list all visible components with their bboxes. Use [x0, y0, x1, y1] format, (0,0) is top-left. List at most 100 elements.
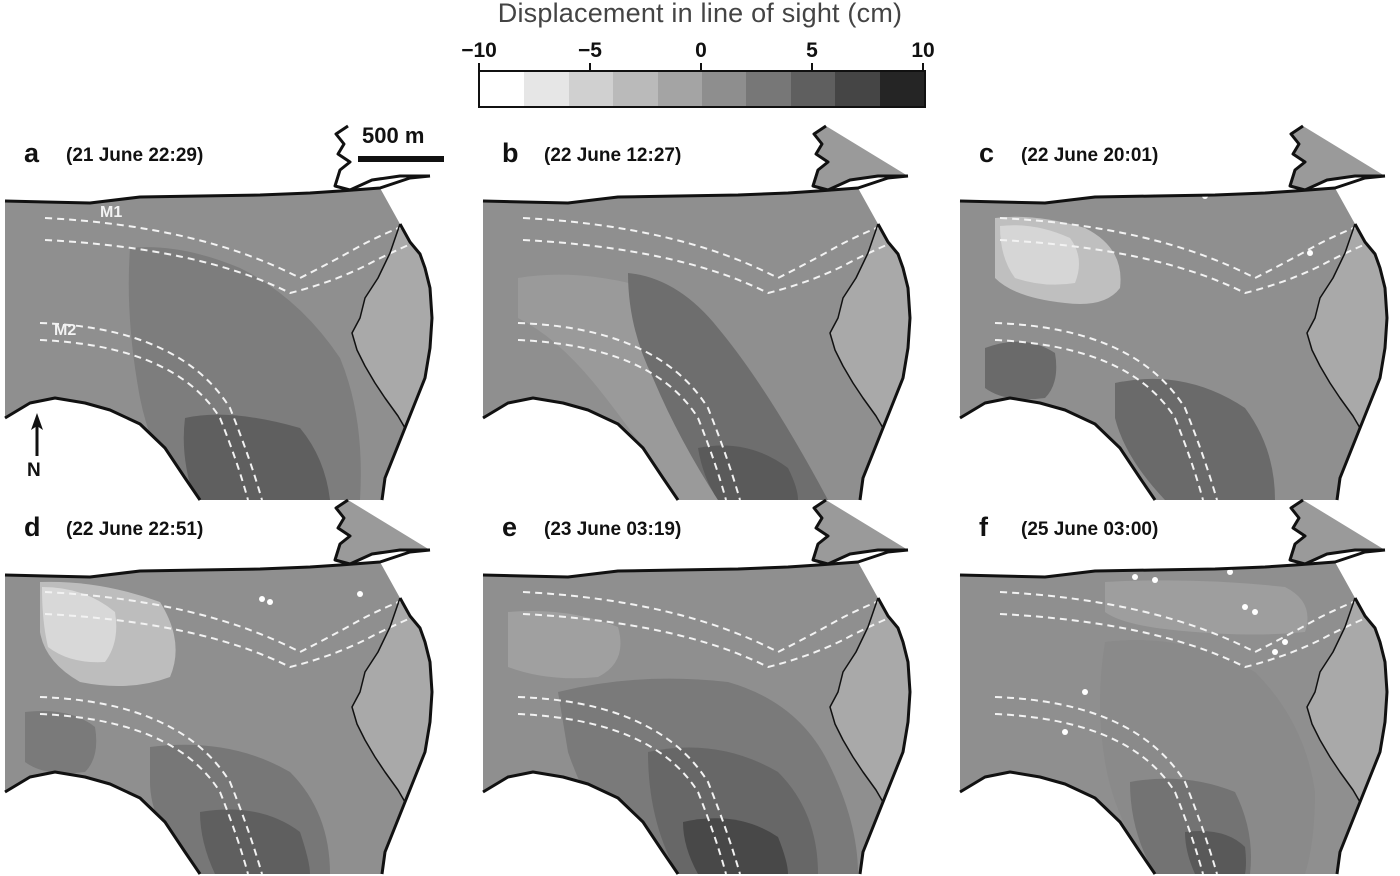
moraine-line — [517, 322, 741, 500]
no-data-spot — [1372, 235, 1378, 241]
moraine-line — [522, 609, 909, 669]
no-data-spot — [1082, 689, 1088, 695]
panel-letter: e — [502, 512, 518, 542]
north-arrow-label: N — [27, 460, 41, 481]
colorbar-tick-mark — [589, 63, 591, 71]
coastline — [4, 548, 431, 579]
colorbar-bin — [568, 72, 614, 106]
coastline — [380, 223, 434, 501]
panel-letter: f — [979, 512, 988, 542]
colorbar-tick-mark — [922, 63, 924, 71]
panel-letter: c — [979, 138, 995, 168]
colorbar-tick-mark — [478, 63, 480, 71]
moraine-label-m1: M1 — [100, 204, 123, 221]
moraine-line — [522, 589, 909, 654]
displacement-map — [482, 498, 912, 875]
moraine-line — [999, 609, 1386, 669]
displacement-region — [628, 273, 828, 500]
map-panel-a: a (21 June 22:29) 500 m N M1 M2 — [0, 118, 460, 501]
north-arrow-icon — [31, 413, 43, 430]
moraine-line — [994, 696, 1218, 874]
displacement-map — [4, 124, 444, 501]
coastline — [959, 770, 1157, 875]
coastline — [858, 597, 912, 875]
moraine-line — [39, 696, 263, 874]
map-panel-e: e (23 June 03:19) — [478, 492, 938, 875]
no-data-spot — [259, 596, 265, 602]
colorbar-bin — [879, 72, 925, 106]
moraine-line — [994, 339, 1204, 500]
colorbar-title: Displacement in line of sight (cm) — [497, 0, 903, 28]
fjord-outline — [333, 498, 430, 566]
displacement-region — [25, 711, 97, 774]
colorbar-bin — [746, 72, 791, 106]
colorbar-tick-label: 10 — [911, 39, 935, 62]
coastline — [1335, 597, 1389, 875]
map-panel-f: f (25 June 03:00) — [955, 492, 1400, 875]
map-panel-c: c (22 June 20:01) — [955, 118, 1400, 501]
coastline — [4, 174, 431, 205]
coastline — [482, 396, 680, 501]
moraine-line — [522, 215, 909, 280]
coastline — [380, 597, 434, 875]
colorbar-tick-mark — [811, 63, 813, 71]
moraine-line — [517, 339, 727, 500]
no-data-spot — [1252, 609, 1258, 615]
fjord-outline — [333, 124, 430, 192]
displacement-region — [1115, 378, 1275, 500]
no-data-spot — [267, 599, 273, 605]
no-data-spot — [357, 591, 363, 597]
colorbar-bin — [657, 72, 703, 106]
panel-letter: a — [24, 138, 40, 168]
coastline — [482, 548, 909, 579]
colorbar-tick-mark — [700, 63, 702, 71]
coastline — [351, 223, 406, 429]
no-data-spot — [1062, 729, 1068, 735]
moraine-line — [44, 235, 431, 295]
moraine-line — [517, 713, 727, 874]
fjord-outline — [1288, 498, 1385, 566]
coastline — [829, 223, 884, 429]
fjord-outline — [811, 124, 908, 192]
panel-letter: b — [502, 138, 519, 168]
colorbar-bin — [835, 72, 880, 106]
displacement-region — [200, 809, 310, 874]
displacement-map — [4, 498, 434, 875]
displacement-region — [1105, 580, 1308, 635]
moraine-line — [522, 235, 909, 295]
moraine-line — [39, 339, 249, 500]
no-data-spot — [1307, 250, 1313, 256]
no-data-spot — [1282, 639, 1288, 645]
coastline — [4, 396, 202, 501]
moraine-line — [44, 215, 431, 280]
colorbar-bin — [480, 72, 525, 106]
moraine-line — [44, 609, 431, 669]
colorbar-tick-label: 5 — [806, 39, 818, 62]
fjord-outline — [811, 498, 908, 566]
coastline — [1306, 223, 1361, 429]
colorbar-bin — [613, 72, 658, 106]
moraine-line — [994, 713, 1204, 874]
displacement-region — [683, 818, 788, 874]
moraine-line — [517, 696, 741, 874]
map-panel-d: d (22 June 22:51) — [0, 492, 460, 875]
displacement-region — [183, 414, 330, 500]
panel-date: (22 June 22:51) — [66, 519, 204, 540]
panel-date: (22 June 20:01) — [1021, 145, 1159, 166]
panel-date: (22 June 12:27) — [544, 145, 682, 166]
colorbar-bin — [524, 72, 569, 106]
coastline — [482, 174, 909, 205]
panel-date: (25 June 03:00) — [1021, 519, 1159, 540]
coastline — [1335, 223, 1389, 501]
coastline — [858, 223, 912, 501]
scale-bar-label: 500 m — [362, 123, 425, 148]
colorbar — [478, 70, 926, 108]
colorbar-tick-label: −10 — [461, 39, 497, 62]
no-data-spot — [1272, 649, 1278, 655]
no-data-spot — [1227, 569, 1233, 575]
panel-letter: d — [24, 512, 41, 542]
colorbar-tick-label: −5 — [578, 39, 602, 62]
no-data-spot — [1132, 574, 1138, 580]
moraine-line — [999, 215, 1386, 280]
no-data-spot — [1152, 577, 1158, 583]
